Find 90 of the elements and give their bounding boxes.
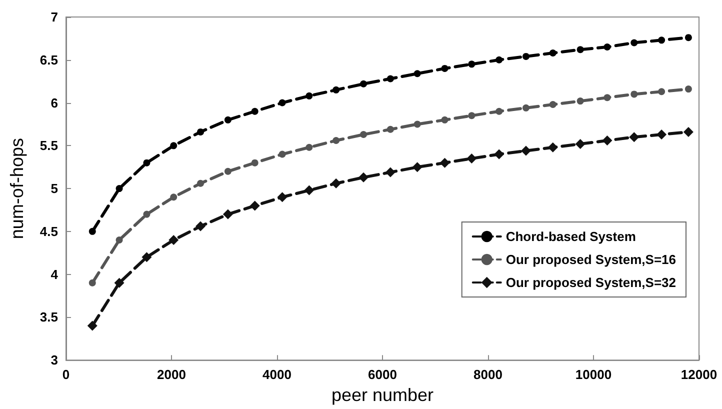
point [522, 52, 530, 60]
point [494, 149, 504, 160]
point [576, 98, 584, 105]
point [549, 50, 556, 57]
y-tick-label: 6.5 [40, 52, 58, 68]
legend-label: Our proposed System,S=16 [506, 252, 676, 267]
y-tick-label: 5.5 [40, 138, 58, 154]
point [277, 192, 288, 202]
point [278, 99, 286, 106]
point [604, 94, 611, 102]
point [88, 279, 96, 286]
point [683, 126, 694, 137]
point [331, 178, 342, 188]
point [88, 228, 96, 235]
point [360, 80, 368, 88]
point [251, 108, 258, 115]
point [170, 194, 178, 201]
x-tick-label: 6000 [368, 367, 397, 382]
point [358, 172, 369, 182]
y-tick-label: 5 [50, 181, 58, 196]
point [522, 104, 530, 112]
x-tick-label: 0 [62, 367, 70, 382]
point [604, 44, 611, 51]
point [630, 90, 638, 98]
point [170, 142, 178, 150]
point [656, 130, 667, 140]
x-tick-label: 10000 [575, 367, 612, 382]
point [224, 168, 232, 175]
point [658, 36, 666, 44]
point [196, 221, 206, 232]
point [197, 128, 204, 136]
point [412, 162, 422, 172]
point [360, 131, 368, 138]
point [197, 180, 204, 187]
point [496, 108, 503, 115]
point [306, 144, 313, 151]
y-axis-title: num-of-hops [7, 138, 27, 240]
x-tick-label: 12000 [680, 367, 718, 382]
point [143, 159, 150, 166]
point [684, 34, 692, 42]
point [306, 92, 313, 100]
point [87, 320, 98, 331]
x-tick-label: 8000 [474, 367, 502, 382]
point [278, 150, 286, 158]
point [222, 209, 233, 220]
legend-label: Chord-based System [506, 229, 636, 244]
y-tick-label: 4.5 [40, 224, 58, 239]
y-tick-label: 4 [50, 266, 59, 282]
x-axis-title: peer number [331, 385, 434, 405]
x-tick-label: 2000 [157, 367, 186, 382]
point [414, 120, 421, 128]
point [602, 136, 612, 146]
point [630, 39, 638, 46]
point [224, 116, 232, 124]
point [441, 116, 448, 124]
point [496, 56, 503, 64]
point [385, 167, 396, 178]
point [468, 112, 476, 120]
point [576, 46, 584, 54]
y-tick-label: 3 [50, 352, 58, 368]
point [143, 210, 150, 218]
x-tick-label: 4000 [262, 367, 292, 382]
point [114, 278, 124, 288]
point [629, 132, 640, 142]
y-tick-label: 6 [50, 95, 58, 110]
point [440, 158, 450, 168]
point [466, 154, 477, 164]
point [520, 146, 531, 156]
point [304, 185, 314, 196]
point [548, 142, 558, 152]
point [250, 200, 260, 211]
point [332, 137, 340, 144]
point [684, 86, 692, 93]
point [251, 159, 258, 166]
point [575, 138, 586, 149]
point [168, 235, 179, 246]
point [658, 88, 666, 96]
y-tick-label: 3.5 [40, 310, 58, 325]
point [386, 75, 394, 82]
point [549, 100, 556, 108]
y-tick-label: 7 [50, 10, 58, 24]
point [386, 126, 394, 133]
point [142, 252, 152, 262]
point [116, 236, 123, 244]
point [332, 86, 340, 94]
point [468, 60, 476, 68]
point [441, 64, 448, 72]
point [414, 70, 421, 78]
legend-label: Our proposed System,S=32 [506, 275, 676, 290]
point [116, 185, 123, 192]
